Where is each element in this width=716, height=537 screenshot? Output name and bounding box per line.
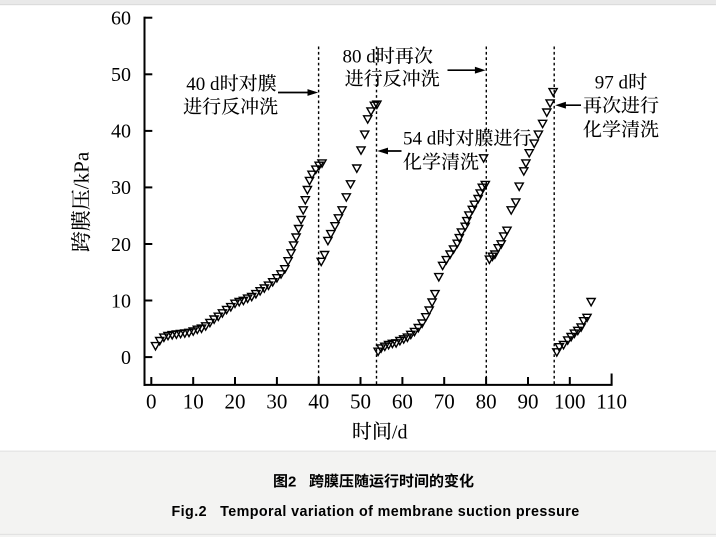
svg-text:10: 10 <box>183 389 204 413</box>
svg-text:110: 110 <box>596 389 627 413</box>
svg-text:10: 10 <box>111 290 131 312</box>
svg-text:40 d: 40 d <box>186 74 220 95</box>
svg-text:60: 60 <box>392 389 413 413</box>
svg-text:80: 80 <box>476 389 497 413</box>
svg-text:54 d: 54 d <box>403 129 437 150</box>
svg-text:40: 40 <box>308 389 329 413</box>
svg-text:2: 2 <box>288 473 296 490</box>
svg-text:97 d: 97 d <box>595 73 629 94</box>
svg-text:100: 100 <box>554 389 586 413</box>
svg-text:80 d: 80 d <box>343 47 377 68</box>
svg-text:50: 50 <box>350 389 371 413</box>
svg-text:60: 60 <box>111 8 131 30</box>
svg-text:40: 40 <box>111 121 131 143</box>
svg-text:0: 0 <box>121 347 131 369</box>
svg-text:90: 90 <box>518 389 539 413</box>
svg-text:30: 30 <box>266 389 287 413</box>
svg-text:/d: /d <box>392 421 408 443</box>
svg-text:70: 70 <box>434 389 455 413</box>
svg-text:Fig.2 Temporal variation of: Fig.2 Temporal variation of membrane suc… <box>172 504 580 520</box>
svg-text:50: 50 <box>111 64 131 86</box>
svg-text:20: 20 <box>225 389 246 413</box>
svg-text:20: 20 <box>111 234 131 256</box>
svg-text:0: 0 <box>146 389 157 413</box>
svg-text:/kPa: /kPa <box>70 151 94 189</box>
svg-text:30: 30 <box>111 177 131 199</box>
